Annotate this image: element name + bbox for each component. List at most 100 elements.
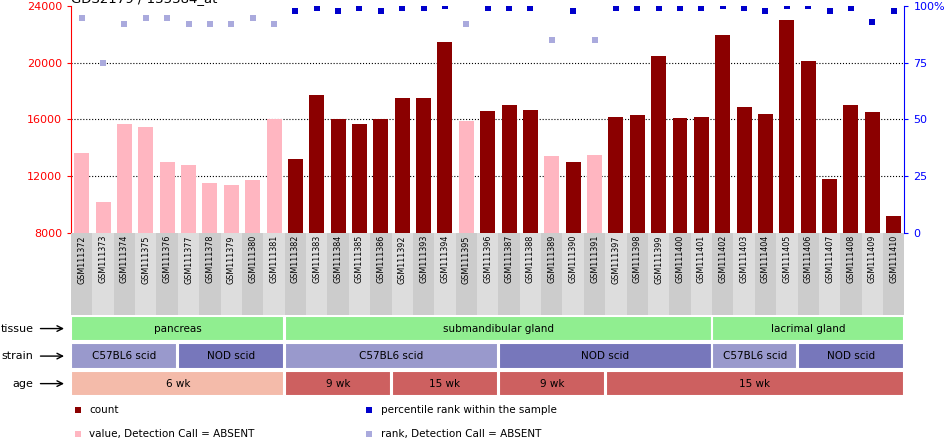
Bar — [498, 233, 520, 315]
Text: GSM111383: GSM111383 — [313, 235, 321, 283]
Text: C57BL6 scid: C57BL6 scid — [360, 351, 423, 361]
Bar — [310, 95, 324, 233]
Bar — [670, 233, 690, 315]
Bar — [373, 119, 388, 233]
Text: GSM111376: GSM111376 — [163, 235, 171, 284]
Bar — [178, 343, 284, 369]
Bar — [71, 316, 284, 341]
Text: GSM111403: GSM111403 — [740, 235, 749, 283]
Text: GSM111389: GSM111389 — [547, 235, 556, 284]
Text: GSM111377: GSM111377 — [184, 235, 193, 284]
Text: GSM111400: GSM111400 — [675, 235, 685, 283]
Bar — [117, 124, 132, 233]
Text: 9 wk: 9 wk — [326, 379, 350, 388]
Bar — [328, 233, 348, 315]
Text: GSM111410: GSM111410 — [889, 235, 898, 283]
Text: 15 wk: 15 wk — [740, 379, 770, 388]
Bar — [242, 233, 263, 315]
Text: 6 wk: 6 wk — [166, 379, 190, 388]
Text: GSM111401: GSM111401 — [697, 235, 706, 283]
Bar — [438, 42, 453, 233]
Bar — [370, 233, 391, 315]
Bar — [156, 233, 178, 315]
Bar — [865, 112, 880, 233]
Text: value, Detection Call = ABSENT: value, Detection Call = ABSENT — [89, 429, 255, 439]
Bar — [798, 343, 904, 369]
Text: NOD scid: NOD scid — [581, 351, 630, 361]
Text: GSM111399: GSM111399 — [654, 235, 663, 284]
Bar — [801, 61, 815, 233]
Text: GSM111395: GSM111395 — [462, 235, 471, 284]
Text: GSM111387: GSM111387 — [505, 235, 513, 284]
Bar — [348, 233, 370, 315]
Text: GSM111404: GSM111404 — [761, 235, 770, 283]
Text: NOD scid: NOD scid — [827, 351, 875, 361]
Bar — [413, 233, 435, 315]
Text: strain: strain — [2, 351, 33, 361]
Bar — [203, 183, 218, 233]
Text: 9 wk: 9 wk — [540, 379, 564, 388]
Text: rank, Detection Call = ABSENT: rank, Detection Call = ABSENT — [381, 429, 542, 439]
Text: GSM111388: GSM111388 — [526, 235, 535, 283]
Bar — [712, 343, 797, 369]
Bar — [630, 115, 645, 233]
Text: GSM111380: GSM111380 — [248, 235, 258, 283]
Bar — [819, 233, 840, 315]
Text: GSM111386: GSM111386 — [376, 235, 385, 283]
Text: GSM111398: GSM111398 — [633, 235, 642, 284]
Bar — [416, 98, 431, 233]
Bar — [584, 233, 605, 315]
Bar — [690, 233, 712, 315]
Bar — [694, 117, 709, 233]
Bar — [285, 316, 711, 341]
Bar — [712, 316, 904, 341]
Bar — [285, 371, 391, 396]
Text: GSM111408: GSM111408 — [847, 235, 855, 283]
Text: GSM111402: GSM111402 — [718, 235, 727, 284]
Bar — [844, 105, 858, 233]
Bar — [93, 233, 114, 315]
Bar — [652, 56, 666, 233]
Text: GSM111381: GSM111381 — [270, 235, 278, 283]
Bar — [523, 110, 538, 233]
Bar — [288, 159, 303, 233]
Text: GSM111390: GSM111390 — [569, 235, 578, 284]
Text: age: age — [12, 379, 33, 388]
Text: GSM111385: GSM111385 — [355, 235, 364, 284]
Bar — [883, 233, 904, 315]
Text: C57BL6 scid: C57BL6 scid — [723, 351, 787, 361]
Bar — [608, 117, 623, 233]
Bar — [392, 371, 498, 396]
Bar — [545, 156, 560, 233]
Text: submandibular gland: submandibular gland — [443, 324, 554, 333]
Text: GSM111409: GSM111409 — [867, 235, 877, 284]
Bar — [135, 233, 156, 315]
Bar — [563, 233, 584, 315]
Bar — [114, 233, 135, 315]
Text: GSM111397: GSM111397 — [612, 235, 620, 284]
Bar — [587, 155, 602, 233]
Bar — [456, 233, 477, 315]
Bar — [672, 118, 688, 233]
Text: percentile rank within the sample: percentile rank within the sample — [381, 405, 557, 416]
Bar — [71, 343, 177, 369]
Text: GSM111382: GSM111382 — [291, 235, 300, 284]
Text: 15 wk: 15 wk — [429, 379, 460, 388]
Bar — [520, 233, 541, 315]
Text: GSM111374: GSM111374 — [120, 235, 129, 284]
Bar — [459, 121, 474, 233]
Text: count: count — [89, 405, 119, 416]
Bar — [391, 233, 413, 315]
Bar — [733, 233, 755, 315]
Bar — [223, 185, 239, 233]
Bar — [499, 371, 605, 396]
Bar — [266, 119, 281, 233]
Bar — [245, 180, 260, 233]
Text: GSM111378: GSM111378 — [205, 235, 214, 284]
Text: GSM111407: GSM111407 — [825, 235, 834, 284]
Bar — [331, 119, 346, 233]
Bar — [480, 111, 495, 233]
Bar — [160, 162, 174, 233]
Bar — [71, 233, 93, 315]
Bar — [606, 371, 904, 396]
